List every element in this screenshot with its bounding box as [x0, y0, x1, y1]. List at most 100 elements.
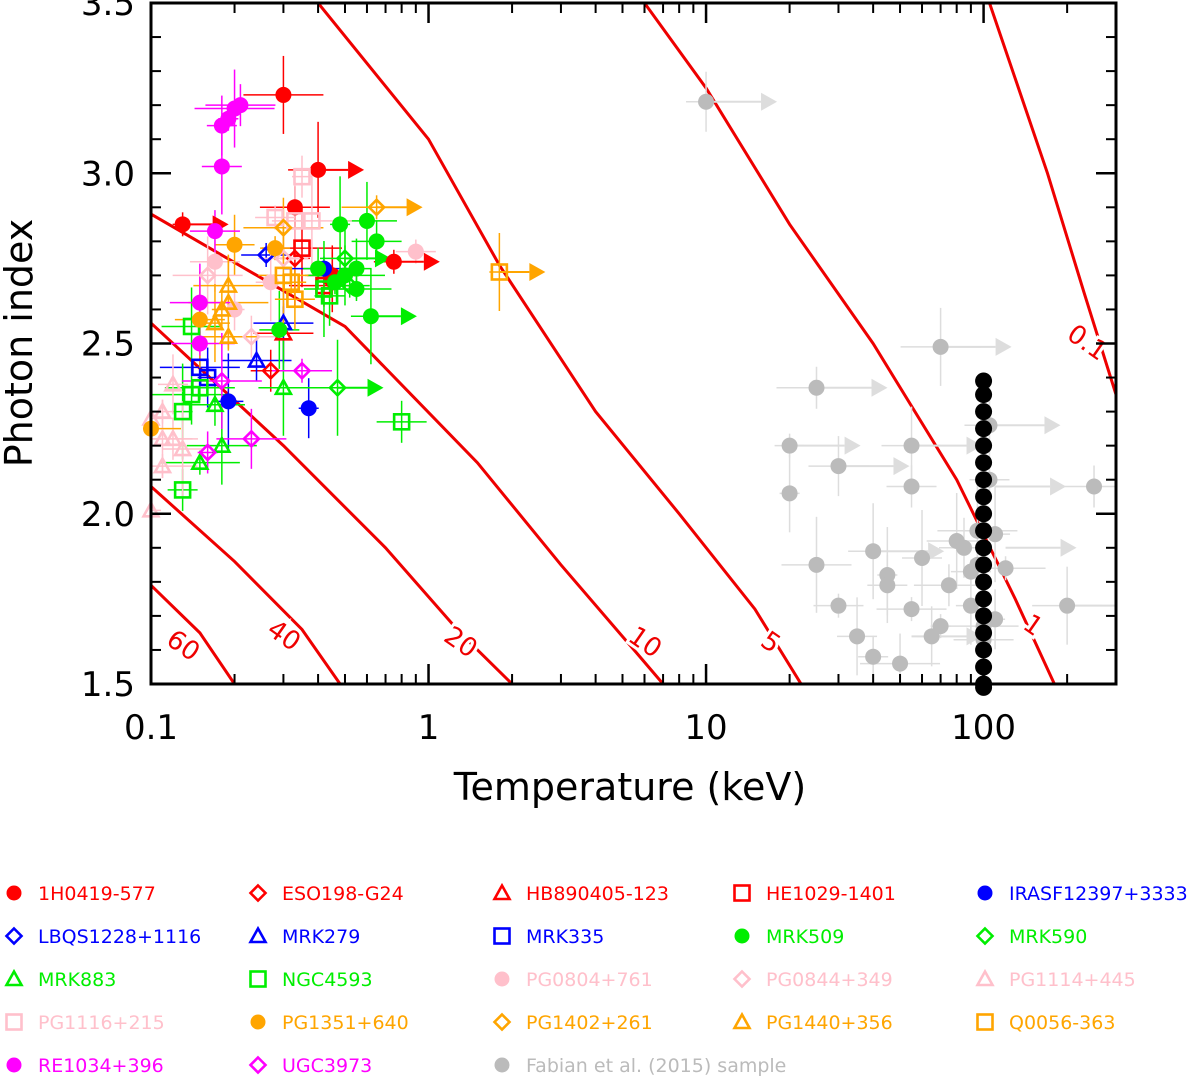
data-point — [975, 420, 993, 438]
data-point — [975, 607, 993, 625]
legend-label: LBQS1228+1116 — [38, 926, 201, 948]
data-point — [955, 539, 972, 556]
data-point — [286, 212, 304, 230]
legend-marker — [733, 884, 751, 902]
data-point — [212, 435, 232, 453]
data-point — [975, 556, 993, 574]
data-point — [348, 281, 365, 298]
data-point-layer — [141, 86, 1103, 696]
x-tick-label: 0.1 — [124, 708, 178, 748]
limit-arrowhead — [966, 627, 983, 646]
legend-marker — [4, 968, 24, 987]
limit-arrowhead — [1044, 416, 1061, 435]
data-point — [293, 239, 311, 257]
data-point — [830, 458, 847, 475]
legend-marker — [734, 928, 750, 944]
legend-marker — [248, 1055, 268, 1075]
contour-label: 20 — [438, 621, 482, 665]
legend-marker — [492, 1012, 512, 1032]
limit-arrowhead — [1122, 597, 1138, 615]
data-point — [303, 212, 321, 230]
axis-ticks — [149, 1, 1117, 686]
y-tick-label: 2.5 — [81, 325, 135, 365]
data-point — [163, 428, 183, 447]
legend-marker — [6, 885, 22, 901]
data-point — [275, 86, 292, 103]
data-point — [218, 326, 239, 344]
contour-line-5 — [316, 3, 803, 684]
data-point — [781, 485, 798, 502]
data-point — [173, 402, 192, 421]
data-point — [975, 488, 993, 506]
data-point — [206, 223, 223, 240]
data-point — [407, 243, 424, 260]
data-point — [191, 311, 208, 328]
data-point — [975, 386, 993, 404]
data-point — [932, 338, 949, 355]
legend-marker — [976, 1013, 994, 1031]
legend-label: PG1402+261 — [526, 1012, 653, 1034]
data-point — [191, 335, 208, 352]
y-tick-label: 2.0 — [81, 495, 135, 535]
legend-marker — [977, 885, 993, 901]
data-point — [218, 292, 239, 310]
data-point — [975, 590, 993, 608]
limit-arrowhead — [406, 198, 423, 217]
y-tick-label: 3.5 — [81, 0, 135, 24]
data-point — [246, 350, 267, 368]
data-point — [830, 597, 847, 614]
legend-label: HE1029-1401 — [766, 883, 896, 905]
y-axis-title: Photon index — [0, 219, 41, 468]
data-point — [975, 437, 993, 455]
data-point — [206, 253, 223, 270]
axis-tick-labels: 0.1 1 10 100 1.5 2.0 2.5 3.0 3.5 — [81, 0, 1016, 748]
data-point — [903, 478, 920, 495]
legend-marker — [975, 968, 995, 987]
data-point — [490, 263, 509, 281]
limit-arrowhead — [367, 378, 384, 397]
data-point — [212, 371, 232, 391]
data-point — [914, 550, 931, 567]
legend-label: PG0804+761 — [526, 969, 653, 991]
legend-label: PG1114+445 — [1009, 969, 1136, 991]
data-point — [273, 377, 294, 396]
data-point — [232, 97, 249, 114]
data-point — [932, 618, 949, 635]
legend-label: MRK509 — [766, 926, 844, 948]
y-tick-label: 3.0 — [81, 154, 135, 194]
data-point — [849, 628, 866, 645]
lower-limit-arrow-layer — [182, 92, 1138, 646]
legend-label: MRK335 — [526, 926, 604, 948]
x-tick-label: 100 — [951, 708, 1016, 748]
data-point — [198, 266, 217, 285]
legend-label: MRK590 — [1009, 926, 1087, 948]
legend-marker — [250, 1014, 266, 1030]
data-point — [282, 273, 300, 292]
data-point — [271, 321, 288, 338]
data-point — [808, 556, 825, 573]
data-point — [879, 577, 896, 594]
legend-label: IRASF12397+3333 — [1009, 883, 1188, 905]
legend-marker — [4, 926, 24, 946]
data-point — [286, 290, 304, 309]
legend: 1H0419-577 ESO198-G24 HB890405-123 HE1029-1… — [4, 882, 1188, 1077]
data-point — [266, 208, 284, 227]
data-point — [892, 655, 909, 672]
legend-marker — [249, 970, 267, 988]
contour-line-40 — [151, 485, 342, 684]
data-point — [975, 454, 993, 472]
data-point — [332, 216, 349, 233]
limit-arrowhead — [1050, 477, 1067, 496]
legend-label: PG1116+215 — [38, 1012, 165, 1034]
data-point — [242, 327, 261, 347]
data-point — [174, 216, 191, 233]
data-point — [975, 505, 993, 523]
legend-marker — [732, 969, 752, 989]
data-point — [300, 400, 317, 417]
data-point — [865, 648, 882, 665]
data-point — [328, 378, 347, 398]
data-point — [310, 260, 327, 277]
data-point — [274, 249, 293, 268]
data-point — [392, 413, 411, 431]
